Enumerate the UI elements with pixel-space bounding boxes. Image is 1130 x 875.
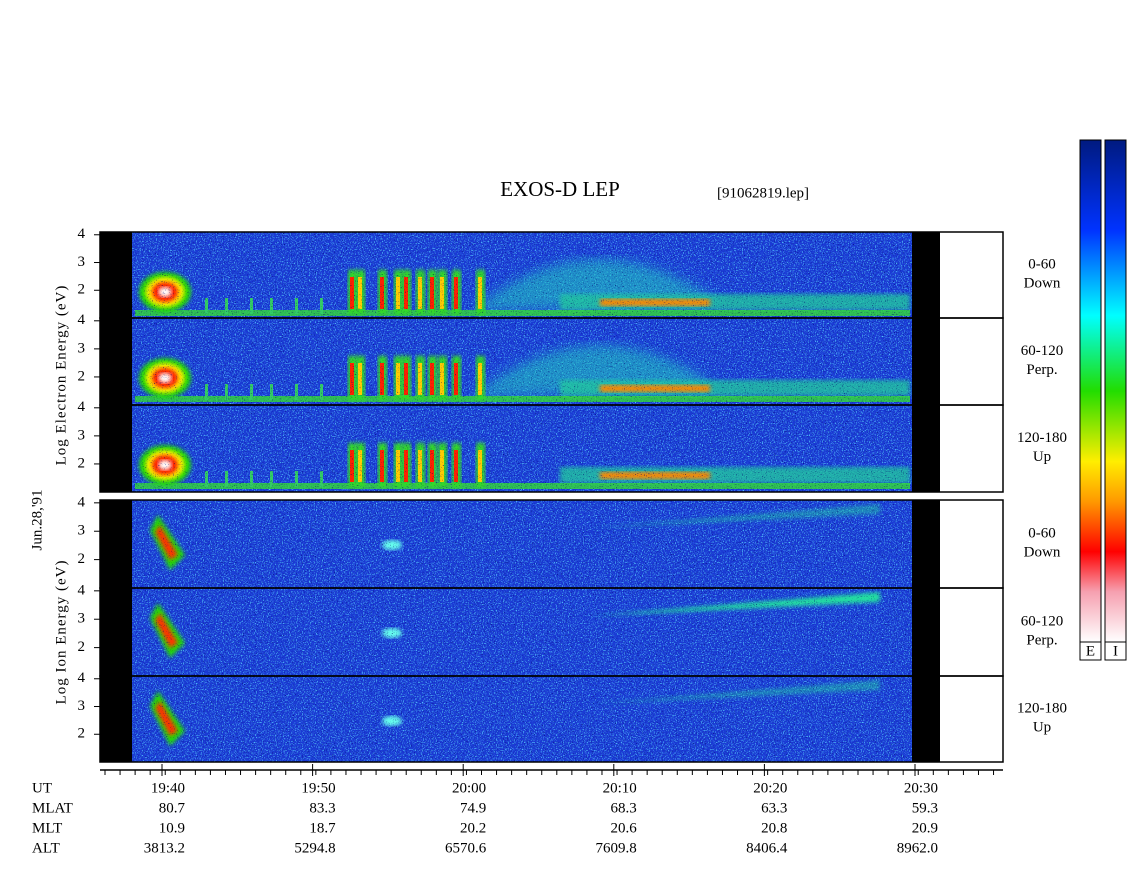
panel-direction: Up xyxy=(1033,719,1051,735)
panel-direction: Perp. xyxy=(1026,632,1057,648)
colorbar-label: E xyxy=(1086,643,1095,659)
y-axis-label: Log Electron Energy (eV) xyxy=(53,285,69,466)
y-tick-label: 4 xyxy=(78,226,86,242)
cell: 20.9 xyxy=(912,820,938,836)
cell: 20.6 xyxy=(611,820,638,836)
cell: 20:30 xyxy=(904,780,938,796)
colorbar-label: I xyxy=(1113,643,1118,659)
cell: 5294.8 xyxy=(294,840,335,856)
panel-angle: 60-120 xyxy=(1021,343,1064,359)
date-label: Jun.28,'91 xyxy=(29,489,45,550)
plot-area: 2 3 4 0-60 Down 2 3 4 60-120 Perp. 2 3 4 120-180 Up 2 3 4… xyxy=(32,139,1127,856)
row-name: UT xyxy=(32,780,52,796)
cell: 8406.4 xyxy=(746,840,788,856)
cell: 19:50 xyxy=(301,780,335,796)
y-tick-label: 4 xyxy=(78,582,86,598)
cell: 10.9 xyxy=(159,820,185,836)
row-name: MLAT xyxy=(32,800,73,816)
row-name: MLT xyxy=(32,820,62,836)
y-tick-label: 2 xyxy=(78,726,86,742)
y-tick-label: 4 xyxy=(78,312,86,328)
cell: 59.3 xyxy=(912,800,938,816)
cell: 7609.8 xyxy=(596,840,637,856)
panel-direction: Down xyxy=(1024,275,1061,291)
panel-angle: 120-180 xyxy=(1017,700,1067,716)
panel-angle: 60-120 xyxy=(1021,613,1064,629)
margin xyxy=(100,232,132,318)
y-tick-label: 3 xyxy=(78,523,86,539)
y-tick-label: 2 xyxy=(78,282,86,298)
margin xyxy=(912,676,940,762)
margin xyxy=(100,405,132,492)
y-tick-label: 3 xyxy=(78,340,86,356)
margin xyxy=(912,500,940,588)
panel-frame xyxy=(99,675,1004,763)
margin xyxy=(100,318,132,405)
y-axis-label: Log Ion Energy (eV) xyxy=(53,560,69,705)
cell: 20.8 xyxy=(761,820,787,836)
margin xyxy=(912,232,940,318)
panel-direction: Up xyxy=(1033,449,1051,465)
cell: 18.7 xyxy=(309,820,336,836)
margin xyxy=(912,405,940,492)
y-tick-label: 2 xyxy=(78,639,86,655)
cell: 20:20 xyxy=(753,780,787,796)
y-tick-label: 3 xyxy=(78,698,86,714)
margin xyxy=(100,676,132,762)
cell: 19:40 xyxy=(151,780,185,796)
margin xyxy=(912,588,940,676)
y-tick-label: 2 xyxy=(78,368,86,384)
y-tick-label: 2 xyxy=(78,455,86,471)
cell: 83.3 xyxy=(309,800,335,816)
panel-frame xyxy=(99,404,1004,493)
y-tick-label: 3 xyxy=(78,611,86,627)
subtitle: [91062819.lep] xyxy=(717,185,809,201)
cell: 20.2 xyxy=(460,820,486,836)
cell: 74.9 xyxy=(460,800,486,816)
cell: 20:10 xyxy=(603,780,637,796)
cell: 68.3 xyxy=(611,800,637,816)
panel-direction: Perp. xyxy=(1026,362,1057,378)
y-tick-label: 3 xyxy=(78,427,86,443)
margin xyxy=(912,318,940,405)
cell: 3813.2 xyxy=(144,840,185,856)
y-tick-label: 4 xyxy=(78,494,86,510)
colorbar xyxy=(1079,139,1102,643)
cell: 20:00 xyxy=(452,780,486,796)
panel-angle: 120-180 xyxy=(1017,430,1067,446)
cell: 6570.6 xyxy=(445,840,487,856)
panel-angle: 0-60 xyxy=(1028,525,1056,541)
panel-direction: Down xyxy=(1024,544,1061,560)
colorbar-label-box xyxy=(1079,641,1102,661)
cell: 63.3 xyxy=(761,800,787,816)
cell: 8962.0 xyxy=(897,840,938,856)
noise xyxy=(132,232,912,492)
y-tick-label: 4 xyxy=(78,399,86,415)
colorbar xyxy=(1104,139,1127,643)
margin xyxy=(100,588,132,676)
title: EXOS-D LEP xyxy=(500,177,620,201)
y-tick-label: 4 xyxy=(78,670,86,686)
margin xyxy=(100,500,132,588)
noise xyxy=(132,500,912,762)
cell: 80.7 xyxy=(159,800,186,816)
row-name: ALT xyxy=(32,840,60,856)
panel-angle: 0-60 xyxy=(1028,256,1056,272)
y-tick-label: 2 xyxy=(78,551,86,567)
colorbar-label-box xyxy=(1104,641,1127,661)
y-tick-label: 3 xyxy=(78,254,86,270)
